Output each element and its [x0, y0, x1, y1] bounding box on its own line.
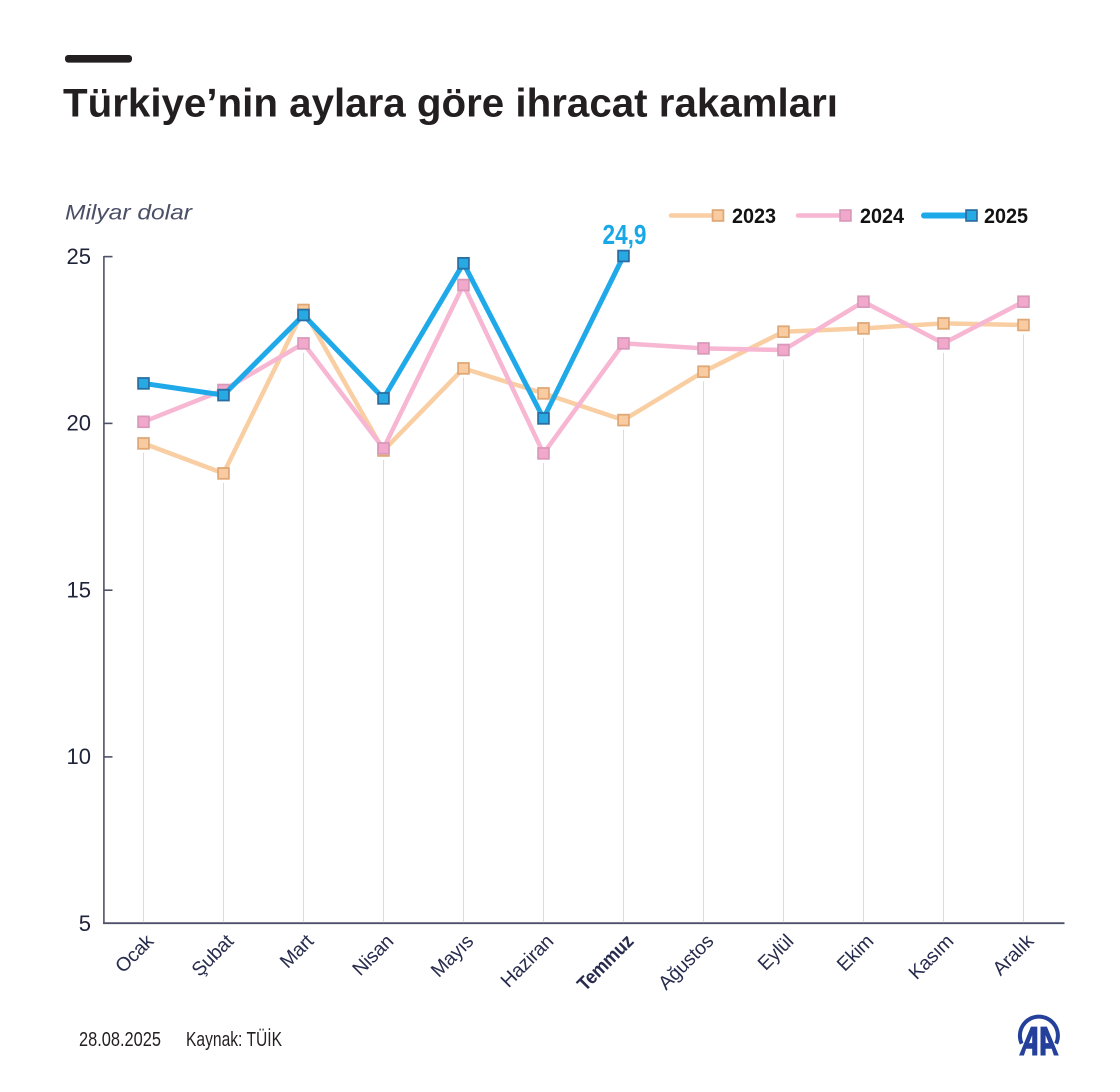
- svg-text:28.08.2025: 28.08.2025: [79, 1029, 161, 1051]
- svg-text:Temmuz: Temmuz: [573, 930, 638, 995]
- svg-text:Haziran: Haziran: [496, 930, 558, 992]
- svg-text:Ocak: Ocak: [111, 930, 158, 977]
- svg-text:Nisan: Nisan: [348, 930, 398, 980]
- svg-text:Eylül: Eylül: [754, 930, 798, 974]
- svg-text:10: 10: [67, 744, 91, 769]
- svg-text:2025: 2025: [984, 205, 1028, 228]
- svg-text:Aralık: Aralık: [989, 930, 1039, 980]
- svg-text:Şubat: Şubat: [187, 930, 238, 981]
- svg-text:Mayıs: Mayıs: [427, 930, 479, 982]
- svg-text:Türkiye’nin aylara göre ihraca: Türkiye’nin aylara göre ihracat rakamlar…: [63, 82, 838, 126]
- svg-text:25: 25: [67, 244, 91, 269]
- svg-text:15: 15: [67, 577, 91, 602]
- svg-text:5: 5: [79, 911, 91, 936]
- svg-text:Kasım: Kasım: [904, 930, 958, 984]
- svg-text:2023: 2023: [732, 205, 776, 228]
- svg-text:20: 20: [67, 411, 91, 436]
- svg-text:Kaynak: TÜİK: Kaynak: TÜİK: [186, 1028, 283, 1051]
- svg-text:2024: 2024: [860, 205, 904, 228]
- svg-text:Ağustos: Ağustos: [654, 930, 718, 994]
- svg-text:Mart: Mart: [276, 930, 319, 973]
- svg-text:Milyar dolar: Milyar dolar: [65, 202, 193, 225]
- svg-text:24,9: 24,9: [603, 219, 647, 250]
- svg-text:Ekim: Ekim: [833, 930, 878, 975]
